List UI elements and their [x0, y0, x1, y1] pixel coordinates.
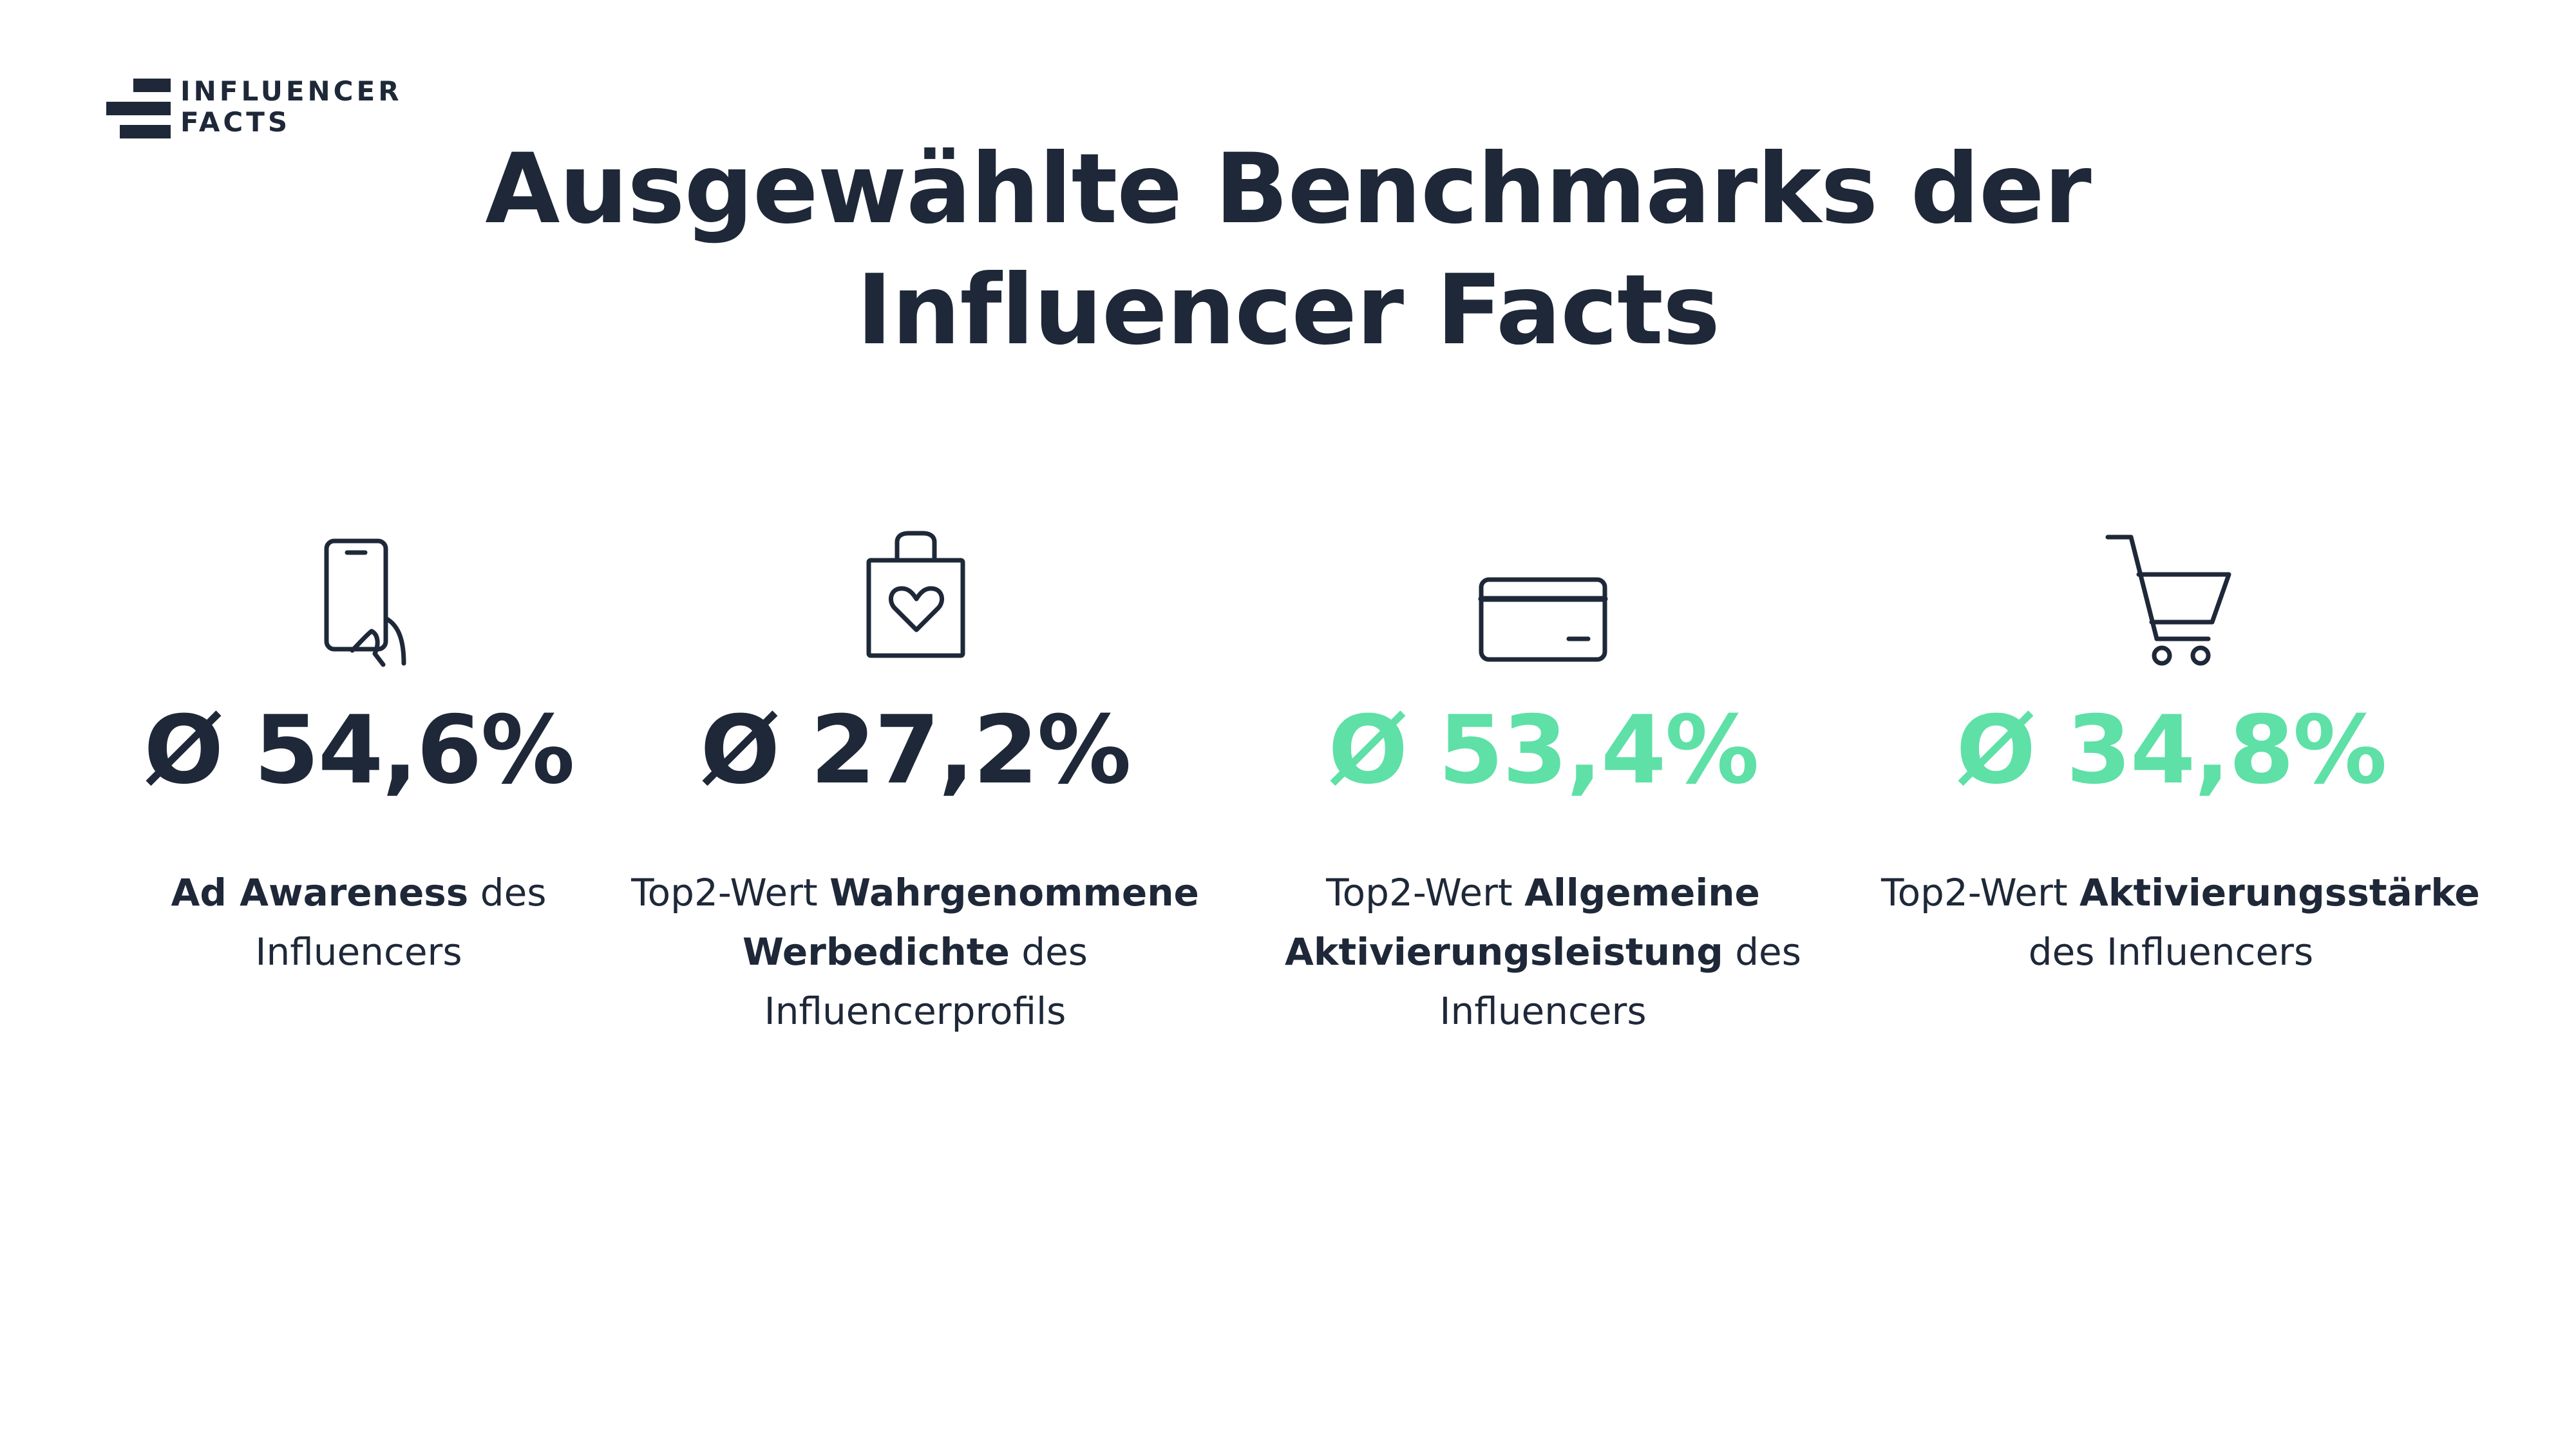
benchmark-caption: Ad Awareness des Influencers: [171, 871, 547, 974]
shopping-bag-heart-icon: [866, 531, 965, 658]
benchmark-caption: Top2-Wert Wahrgenommene Werbedichte des …: [631, 871, 1199, 1033]
logo-line-2: FACTS: [180, 106, 291, 138]
logo-line-1: INFLUENCER: [180, 75, 402, 107]
brand-logo: INFLUENCER FACTS: [106, 76, 441, 147]
benchmark-value: Ø 34,8%: [1956, 696, 2387, 805]
benchmark-ad-awareness: Ø 54,6% Ad Awareness des Influencers: [69, 528, 649, 1108]
benchmark-werbedichte: Ø 27,2% Top2-Wert Wahrgenommene Werbedic…: [625, 528, 1205, 1108]
benchmark-value: Ø 54,6%: [144, 696, 574, 805]
benchmark-value: Ø 53,4%: [1328, 696, 1759, 805]
shopping-cart-icon: [2105, 535, 2231, 666]
title-line-2: Influencer Facts: [856, 254, 1720, 366]
credit-card-icon: [1478, 577, 1608, 662]
smartphone-hand-icon: [324, 538, 406, 667]
benchmark-aktivierungsstaerke: Ø 34,8% Top2-Wert Aktivierungsstärke des…: [1881, 528, 2480, 1108]
benchmark-value: Ø 27,2%: [700, 696, 1131, 805]
benchmark-caption: Top2-Wert Allgemeine Aktivierungsleistun…: [1285, 871, 1801, 1033]
logo-bars-icon: [106, 76, 171, 140]
logo-wordmark: INFLUENCER FACTS: [180, 76, 402, 138]
page-title: Ausgewählte Benchmarks der Influencer Fa…: [0, 129, 2576, 371]
title-line-1: Ausgewählte Benchmarks der: [485, 133, 2091, 245]
benchmark-caption: Top2-Wert Aktivierungsstärke des Influen…: [1881, 871, 2480, 974]
benchmark-aktivierungsleistung: Ø 53,4% Top2-Wert Allgemeine Aktivierung…: [1253, 528, 1833, 1108]
